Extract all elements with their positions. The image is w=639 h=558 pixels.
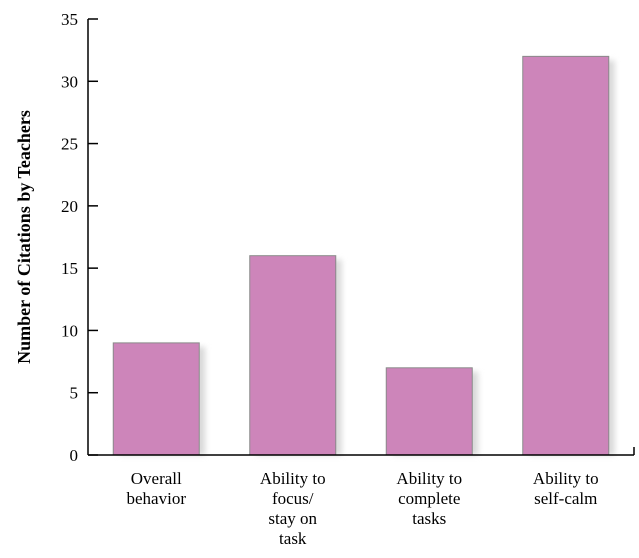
y-tick-label: 20 [61,197,78,216]
bars [112,55,610,456]
bar [522,55,610,456]
x-tick-label: Ability to self-calm [533,469,599,508]
bar [112,342,200,456]
bar [249,255,337,456]
axes [87,19,635,456]
y-tick-label: 10 [61,321,78,340]
y-tick-label: 5 [70,384,79,403]
x-tick-label: Ability to focus/stay on task [260,469,326,548]
y-axis-ticks: 0 5 10 15 20 25 30 35 [61,10,98,465]
bar [385,367,473,456]
y-tick-label: 25 [61,135,78,154]
y-tick-label: 35 [61,10,78,29]
x-axis-labels: Overall behavior Ability to focus/stay on ta… [127,469,599,548]
y-tick-label: 0 [70,446,79,465]
y-tick-label: 30 [61,72,78,91]
x-tick-label: Ability to complete tasks [396,469,462,528]
y-axis-title: Number of Citations by Teachers [14,110,34,364]
y-tick-label: 15 [61,259,78,278]
x-tick-label: Overall behavior [127,469,187,508]
